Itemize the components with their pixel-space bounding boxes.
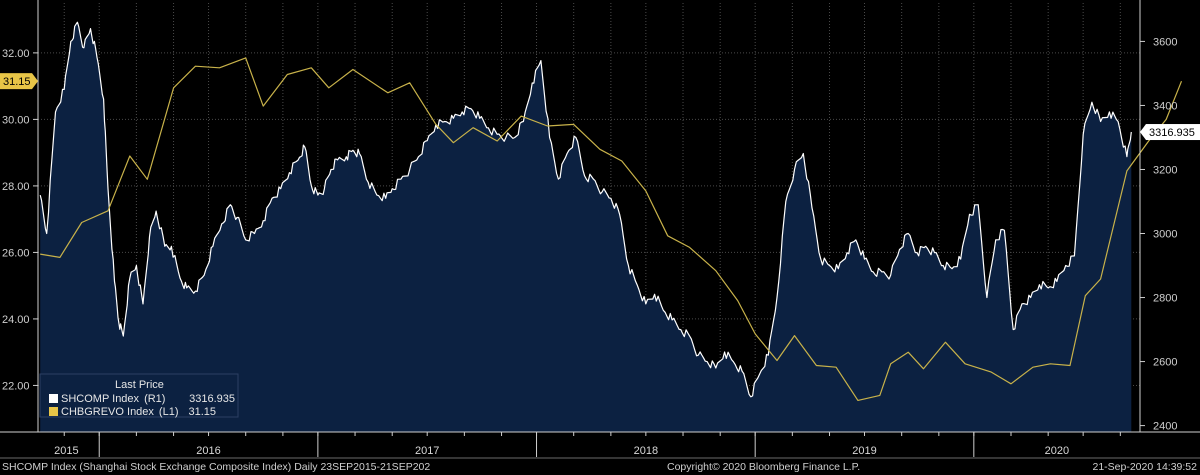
tick-labels: 22.00 24.00 26.00 28.00 30.00 32.00 2400 2600 28… bbox=[2, 36, 1177, 457]
legend-value-shcomp: 3316.935 bbox=[189, 393, 235, 405]
legend-swatch-chbgrevo bbox=[49, 407, 58, 416]
legend-label-chbgrevo: CHBGREVO Index (L1) bbox=[61, 406, 178, 418]
shcomp-line bbox=[39, 21, 1132, 398]
left-tick-label: 30.00 bbox=[2, 114, 30, 126]
x-tick-label-2015: 2015 bbox=[54, 445, 78, 457]
x-tick-label-2016: 2016 bbox=[196, 445, 220, 457]
right-current-badge-arrow bbox=[1140, 124, 1146, 141]
left-tick-label: 24.00 bbox=[2, 314, 30, 326]
footer-description: SHCOMP Index (Shanghai Stock Exchange Co… bbox=[2, 461, 430, 473]
footer-timestamp: 21-Sep-2020 14:39:52 bbox=[1092, 461, 1197, 473]
right-current-label: 3316.935 bbox=[1149, 127, 1195, 139]
footer-copyright: Copyright© 2020 Bloomberg Finance L.P. bbox=[667, 461, 860, 473]
axes bbox=[0, 0, 1200, 459]
left-current-label: 31.15 bbox=[3, 76, 31, 88]
current-value-badges: 31.15 3316.935 bbox=[0, 73, 1200, 141]
right-tick-label: 2400 bbox=[1153, 421, 1177, 433]
legend-value-chbgrevo: 31.15 bbox=[188, 406, 216, 418]
right-tick-label: 3200 bbox=[1153, 164, 1177, 176]
left-tick-label: 22.00 bbox=[2, 380, 30, 392]
legend-swatch-shcomp bbox=[49, 394, 58, 403]
right-current-badge bbox=[1146, 124, 1200, 141]
left-tick-label: 26.00 bbox=[2, 247, 30, 259]
left-tick-label: 28.00 bbox=[2, 181, 30, 193]
right-tick-label: 2600 bbox=[1153, 357, 1177, 369]
legend-title: Last Price bbox=[115, 379, 164, 391]
x-tick-label-2018: 2018 bbox=[634, 445, 658, 457]
legend: Last Price SHCOMP Index (R1) 3316.935 CHB… bbox=[39, 373, 239, 418]
shcomp-area bbox=[40, 22, 1132, 432]
right-tick-label: 3000 bbox=[1153, 229, 1177, 241]
right-tick-label: 3600 bbox=[1153, 36, 1177, 48]
footer: SHCOMP Index (Shanghai Stock Exchange Co… bbox=[2, 461, 1197, 473]
x-tick-label-2017: 2017 bbox=[415, 445, 439, 457]
chbgrevo-line bbox=[40, 57, 1183, 401]
right-tick-label: 2800 bbox=[1153, 293, 1177, 305]
series-lines bbox=[39, 21, 1183, 401]
legend-box bbox=[39, 373, 239, 418]
legend-label-shcomp: SHCOMP Index (R1) bbox=[61, 393, 165, 405]
right-tick-label: 3400 bbox=[1153, 100, 1177, 112]
left-current-badge-arrow bbox=[32, 73, 38, 90]
shcomp-area-fill bbox=[40, 22, 1132, 432]
x-tick-label-2020: 2020 bbox=[1045, 445, 1069, 457]
left-current-badge bbox=[0, 73, 32, 90]
x-tick-label-2019: 2019 bbox=[852, 445, 876, 457]
left-tick-label: 32.00 bbox=[2, 48, 30, 60]
